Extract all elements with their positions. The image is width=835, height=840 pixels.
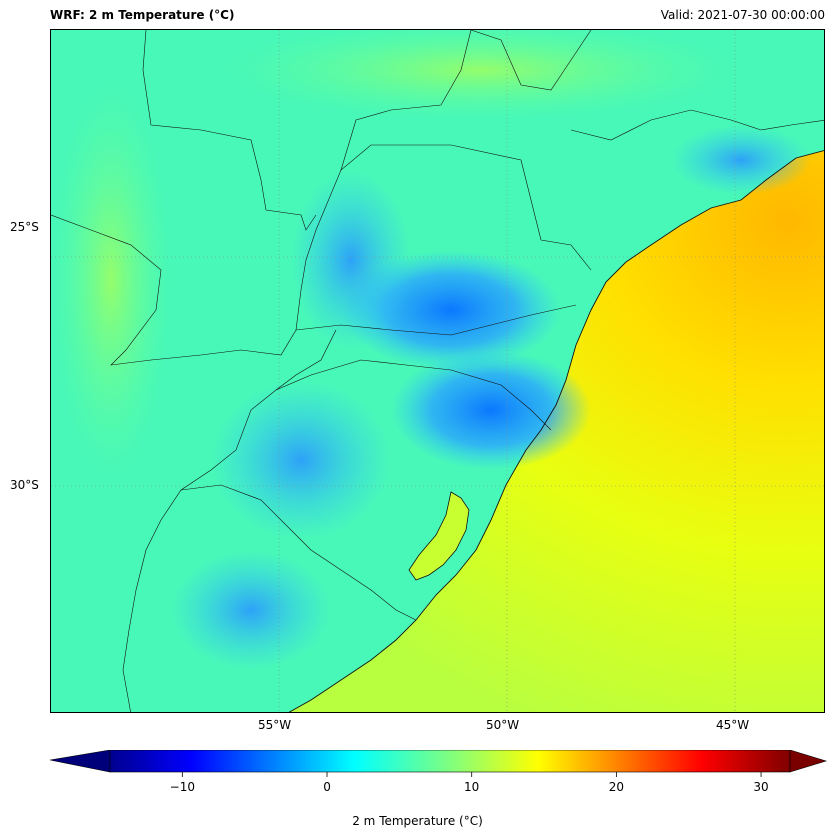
lat-tick-label: 30°S [10, 478, 39, 492]
colorbar-label: 2 m Temperature (°C) [352, 814, 483, 828]
temperature-map [51, 30, 824, 712]
lat-tick-label: 25°S [10, 220, 39, 234]
warm-north [221, 30, 741, 120]
colorbar-extend-low [49, 749, 111, 773]
colorbar-extend-high [789, 749, 828, 773]
map-title: WRF: 2 m Temperature (°C) [50, 8, 235, 22]
valid-time: Valid: 2021-07-30 00:00:00 [660, 8, 825, 22]
lon-tick-label: 45°W [716, 718, 750, 732]
lagoon [408, 491, 470, 581]
colorbar: −10 0 10 20 30 [48, 749, 828, 814]
coastline [288, 150, 824, 712]
colorbar-gradient [109, 749, 791, 773]
lon-tick-label: 50°W [486, 718, 520, 732]
colorbar-tick-label: 30 [753, 780, 768, 794]
colorbar-tick-label: 0 [323, 780, 331, 794]
colorbar-tick-label: 20 [609, 780, 624, 794]
colorbar-tick-label: −10 [170, 780, 195, 794]
colorbar-tick-label: 10 [464, 780, 479, 794]
lon-tick-label: 55°W [258, 718, 292, 732]
map-panel[interactable] [50, 29, 825, 713]
borders [51, 30, 824, 712]
